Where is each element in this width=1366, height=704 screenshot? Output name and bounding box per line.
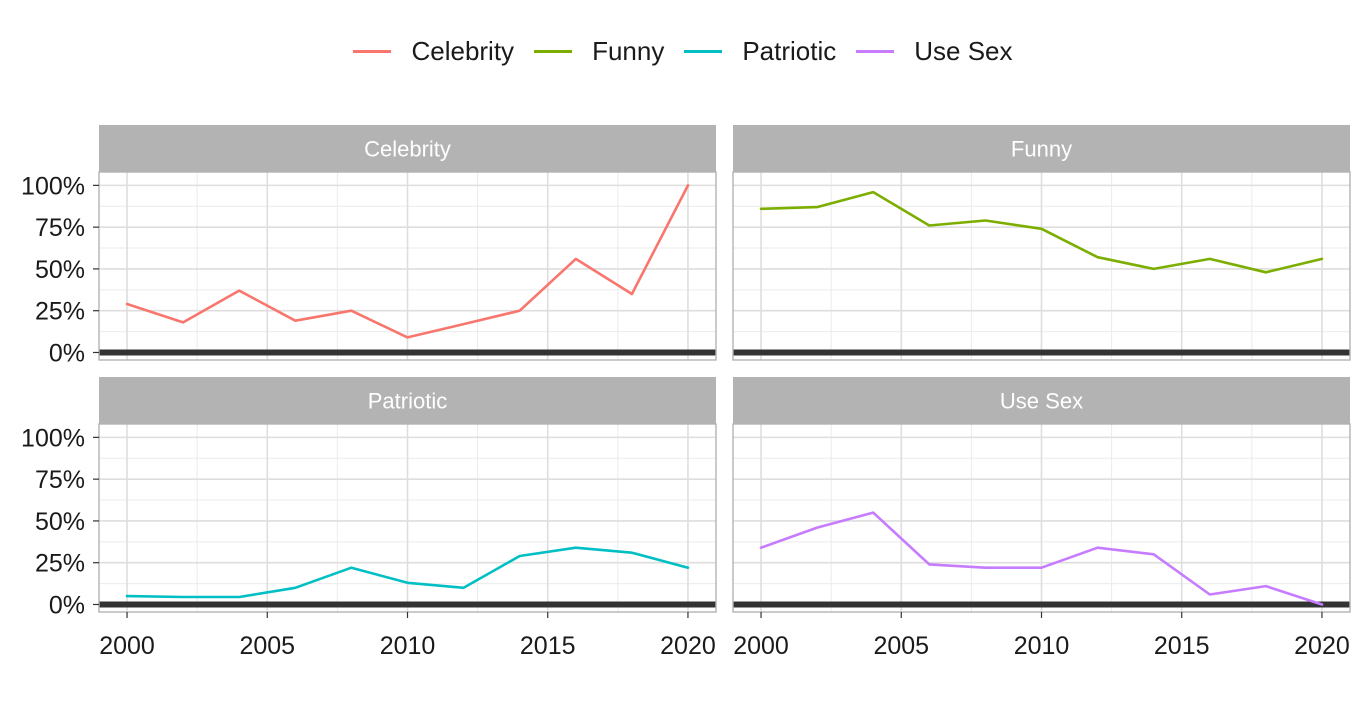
legend-label: Patriotic <box>742 36 837 66</box>
y-tick-label: 25% <box>35 550 85 578</box>
y-tick-label: 0% <box>49 339 85 367</box>
x-tick-label: 2005 <box>873 632 929 660</box>
x-tick-label: 2010 <box>1014 632 1070 660</box>
y-tick-label: 100% <box>21 424 85 452</box>
facet-strip-label: Patriotic <box>368 389 447 414</box>
y-tick-label: 100% <box>21 172 85 200</box>
x-tick-label: 2015 <box>520 632 576 660</box>
y-tick-label: 25% <box>35 298 85 326</box>
legend-key <box>534 50 573 53</box>
panel-border <box>98 171 717 361</box>
y-tick-label: 75% <box>35 466 85 494</box>
x-tick-label: 2020 <box>660 632 716 660</box>
legend-key <box>353 50 392 53</box>
legend-item-funny: Funny <box>534 36 664 67</box>
facet-strip <box>733 125 1350 172</box>
x-tick-label: 2015 <box>1154 632 1210 660</box>
legend-item-celebrity: Celebrity <box>353 36 514 67</box>
facet-strip-label: Celebrity <box>364 137 451 162</box>
facet-strip <box>99 125 716 172</box>
legend-label: Celebrity <box>411 36 515 66</box>
y-tick-label: 75% <box>35 214 85 242</box>
y-tick-label: 50% <box>35 508 85 536</box>
x-tick-label: 2000 <box>733 632 789 660</box>
x-tick-label: 2000 <box>99 632 155 660</box>
facet-strip <box>99 377 716 424</box>
legend: Celebrity Funny Patriotic Use Sex <box>0 36 1366 67</box>
panel-use-sex: Use Sex 2000 2005 2010 2015 2020 <box>732 377 1351 660</box>
series-line-celebrity <box>125 184 690 339</box>
legend-label: Use Sex <box>914 36 1013 66</box>
legend-key <box>684 50 723 53</box>
legend-item-patriotic: Patriotic <box>684 36 836 67</box>
x-tick-label: 2010 <box>380 632 436 660</box>
facet-strip-label: Use Sex <box>1000 389 1083 414</box>
series-line-funny <box>759 190 1324 274</box>
panel-patriotic: Patriotic 0% 25% 50% 75% 100% 2000 2005 2010 2015… <box>21 377 717 660</box>
legend-key <box>856 50 895 53</box>
y-tick-label: 50% <box>35 256 85 284</box>
panel-border <box>732 171 1351 361</box>
series-line-use-sex <box>759 511 1324 606</box>
legend-label: Funny <box>592 36 665 66</box>
facet-strip <box>733 377 1350 424</box>
panel-celebrity: Celebrity 0% 25% 50% 75% 100% <box>21 125 717 367</box>
facet-strip-label: Funny <box>1011 137 1072 162</box>
legend-item-use-sex: Use Sex <box>856 36 1013 67</box>
series-line-patriotic <box>125 546 690 599</box>
panel-funny: Funny <box>732 125 1351 361</box>
y-tick-label: 0% <box>49 591 85 619</box>
x-tick-label: 2005 <box>239 632 295 660</box>
x-tick-label: 2020 <box>1294 632 1350 660</box>
